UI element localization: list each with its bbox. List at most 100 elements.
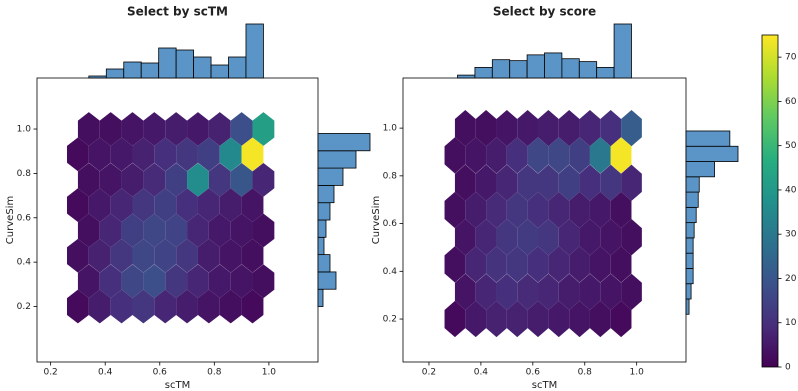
hex-cell (589, 191, 611, 229)
hex-cell (252, 213, 275, 248)
x-tick-label: 0.8 (578, 368, 593, 378)
hex-cell (558, 273, 580, 310)
hex-cell (187, 213, 209, 248)
hex-cell (558, 109, 580, 147)
hex-cell (465, 137, 487, 174)
hex-cell (589, 246, 611, 283)
hex-cell (454, 109, 476, 147)
hex-cell (517, 273, 539, 310)
hex-cell (486, 246, 507, 283)
x-hist-bar (88, 75, 107, 79)
hex-cell (475, 109, 497, 147)
x-tick-label: 1.0 (262, 368, 277, 378)
y-hist-bar (317, 219, 327, 238)
y-hist-bar (685, 206, 697, 224)
hex-cell (77, 264, 100, 299)
y-tick-label: 1.0 (383, 124, 398, 134)
x-hist-bar (140, 62, 160, 79)
x-tick-label: 0.4 (98, 368, 113, 378)
hex-cell (143, 264, 166, 299)
hex-cell (154, 238, 177, 273)
hex-cell (208, 213, 231, 248)
hex-cell (132, 238, 155, 273)
y-tick-label: 0.2 (17, 302, 31, 312)
hex-cell (465, 246, 487, 283)
y-hist-bar (317, 167, 344, 186)
x-hist-bar (228, 56, 247, 79)
colorbar (761, 34, 779, 368)
y-axis-label: CurveSim (5, 196, 16, 244)
hex-cell (143, 213, 166, 248)
x-tick-label: 0.2 (422, 368, 436, 378)
hex-cell (538, 109, 559, 147)
x-hist-bar (509, 60, 528, 79)
hex-cell (99, 264, 122, 299)
x-hist-bar (526, 54, 545, 79)
x-hist-bar (105, 68, 125, 79)
hex-cell (219, 188, 242, 222)
hex-cell (569, 191, 590, 229)
y-hist-bar (317, 288, 324, 307)
y-hist-bar (317, 150, 357, 169)
hex-cell (600, 164, 622, 201)
y-hist-bar (685, 176, 700, 193)
y-hist-bar (317, 202, 331, 221)
x-hist-bar (123, 61, 142, 79)
hex-cell (621, 273, 642, 310)
hex-cell (610, 191, 632, 229)
y-hist-bar (685, 130, 731, 147)
hex-cell (486, 137, 507, 174)
hex-cell (600, 219, 622, 256)
hex-cell (527, 300, 549, 338)
x-tick-label: 0.8 (207, 368, 222, 378)
hex-cell (176, 238, 198, 273)
hex-cell (187, 112, 209, 146)
y-tick-label: 0.8 (383, 171, 398, 181)
hex-cell (527, 191, 549, 229)
y-tick-label: 0.2 (383, 315, 397, 325)
hex-cell (99, 213, 122, 248)
hex-cell (465, 300, 487, 338)
x-axis-label: scTM (532, 380, 557, 391)
hex-cell (176, 188, 198, 222)
chart-title: Select by scTM (127, 5, 228, 19)
y-tick-label: 0.4 (17, 258, 32, 268)
y-hist-bar (317, 236, 325, 256)
y-hist-bar (685, 252, 694, 269)
hex-cell (219, 238, 242, 273)
hex-cell (465, 191, 487, 229)
hex-cell (538, 164, 559, 201)
hex-cell (527, 246, 549, 283)
hex-cell (241, 289, 264, 324)
hex-cell (99, 162, 122, 197)
y-axis-label: CurveSim (371, 196, 382, 244)
hex-cell (517, 219, 539, 256)
hex-cell (88, 238, 111, 273)
hex-cell (165, 264, 188, 299)
hex-cell (252, 264, 275, 299)
hex-cell (454, 273, 476, 310)
hex-cell (486, 191, 507, 229)
y-hist-bar (685, 237, 694, 254)
hex-cell (548, 246, 570, 283)
x-tick-label: 1.0 (630, 368, 645, 378)
hex-cell (569, 137, 590, 174)
hex-cell (496, 109, 518, 147)
hex-cell (589, 300, 611, 338)
hex-cell (454, 219, 476, 256)
hex-cell (219, 289, 242, 324)
hex-cell (621, 109, 642, 147)
chart-title: Select by score (493, 5, 596, 19)
hex-cell (187, 162, 209, 197)
x-hist-bar (491, 59, 511, 79)
hex-cell (517, 109, 539, 147)
hex-cell (165, 162, 188, 197)
hex-cell (219, 137, 242, 172)
x-hist-bar (561, 58, 580, 79)
y-hist-bar (685, 145, 739, 162)
y-tick-label: 0.4 (383, 267, 398, 277)
x-axis-label: scTM (165, 380, 190, 391)
hex-cell (506, 191, 528, 229)
hex-cell (197, 188, 220, 222)
